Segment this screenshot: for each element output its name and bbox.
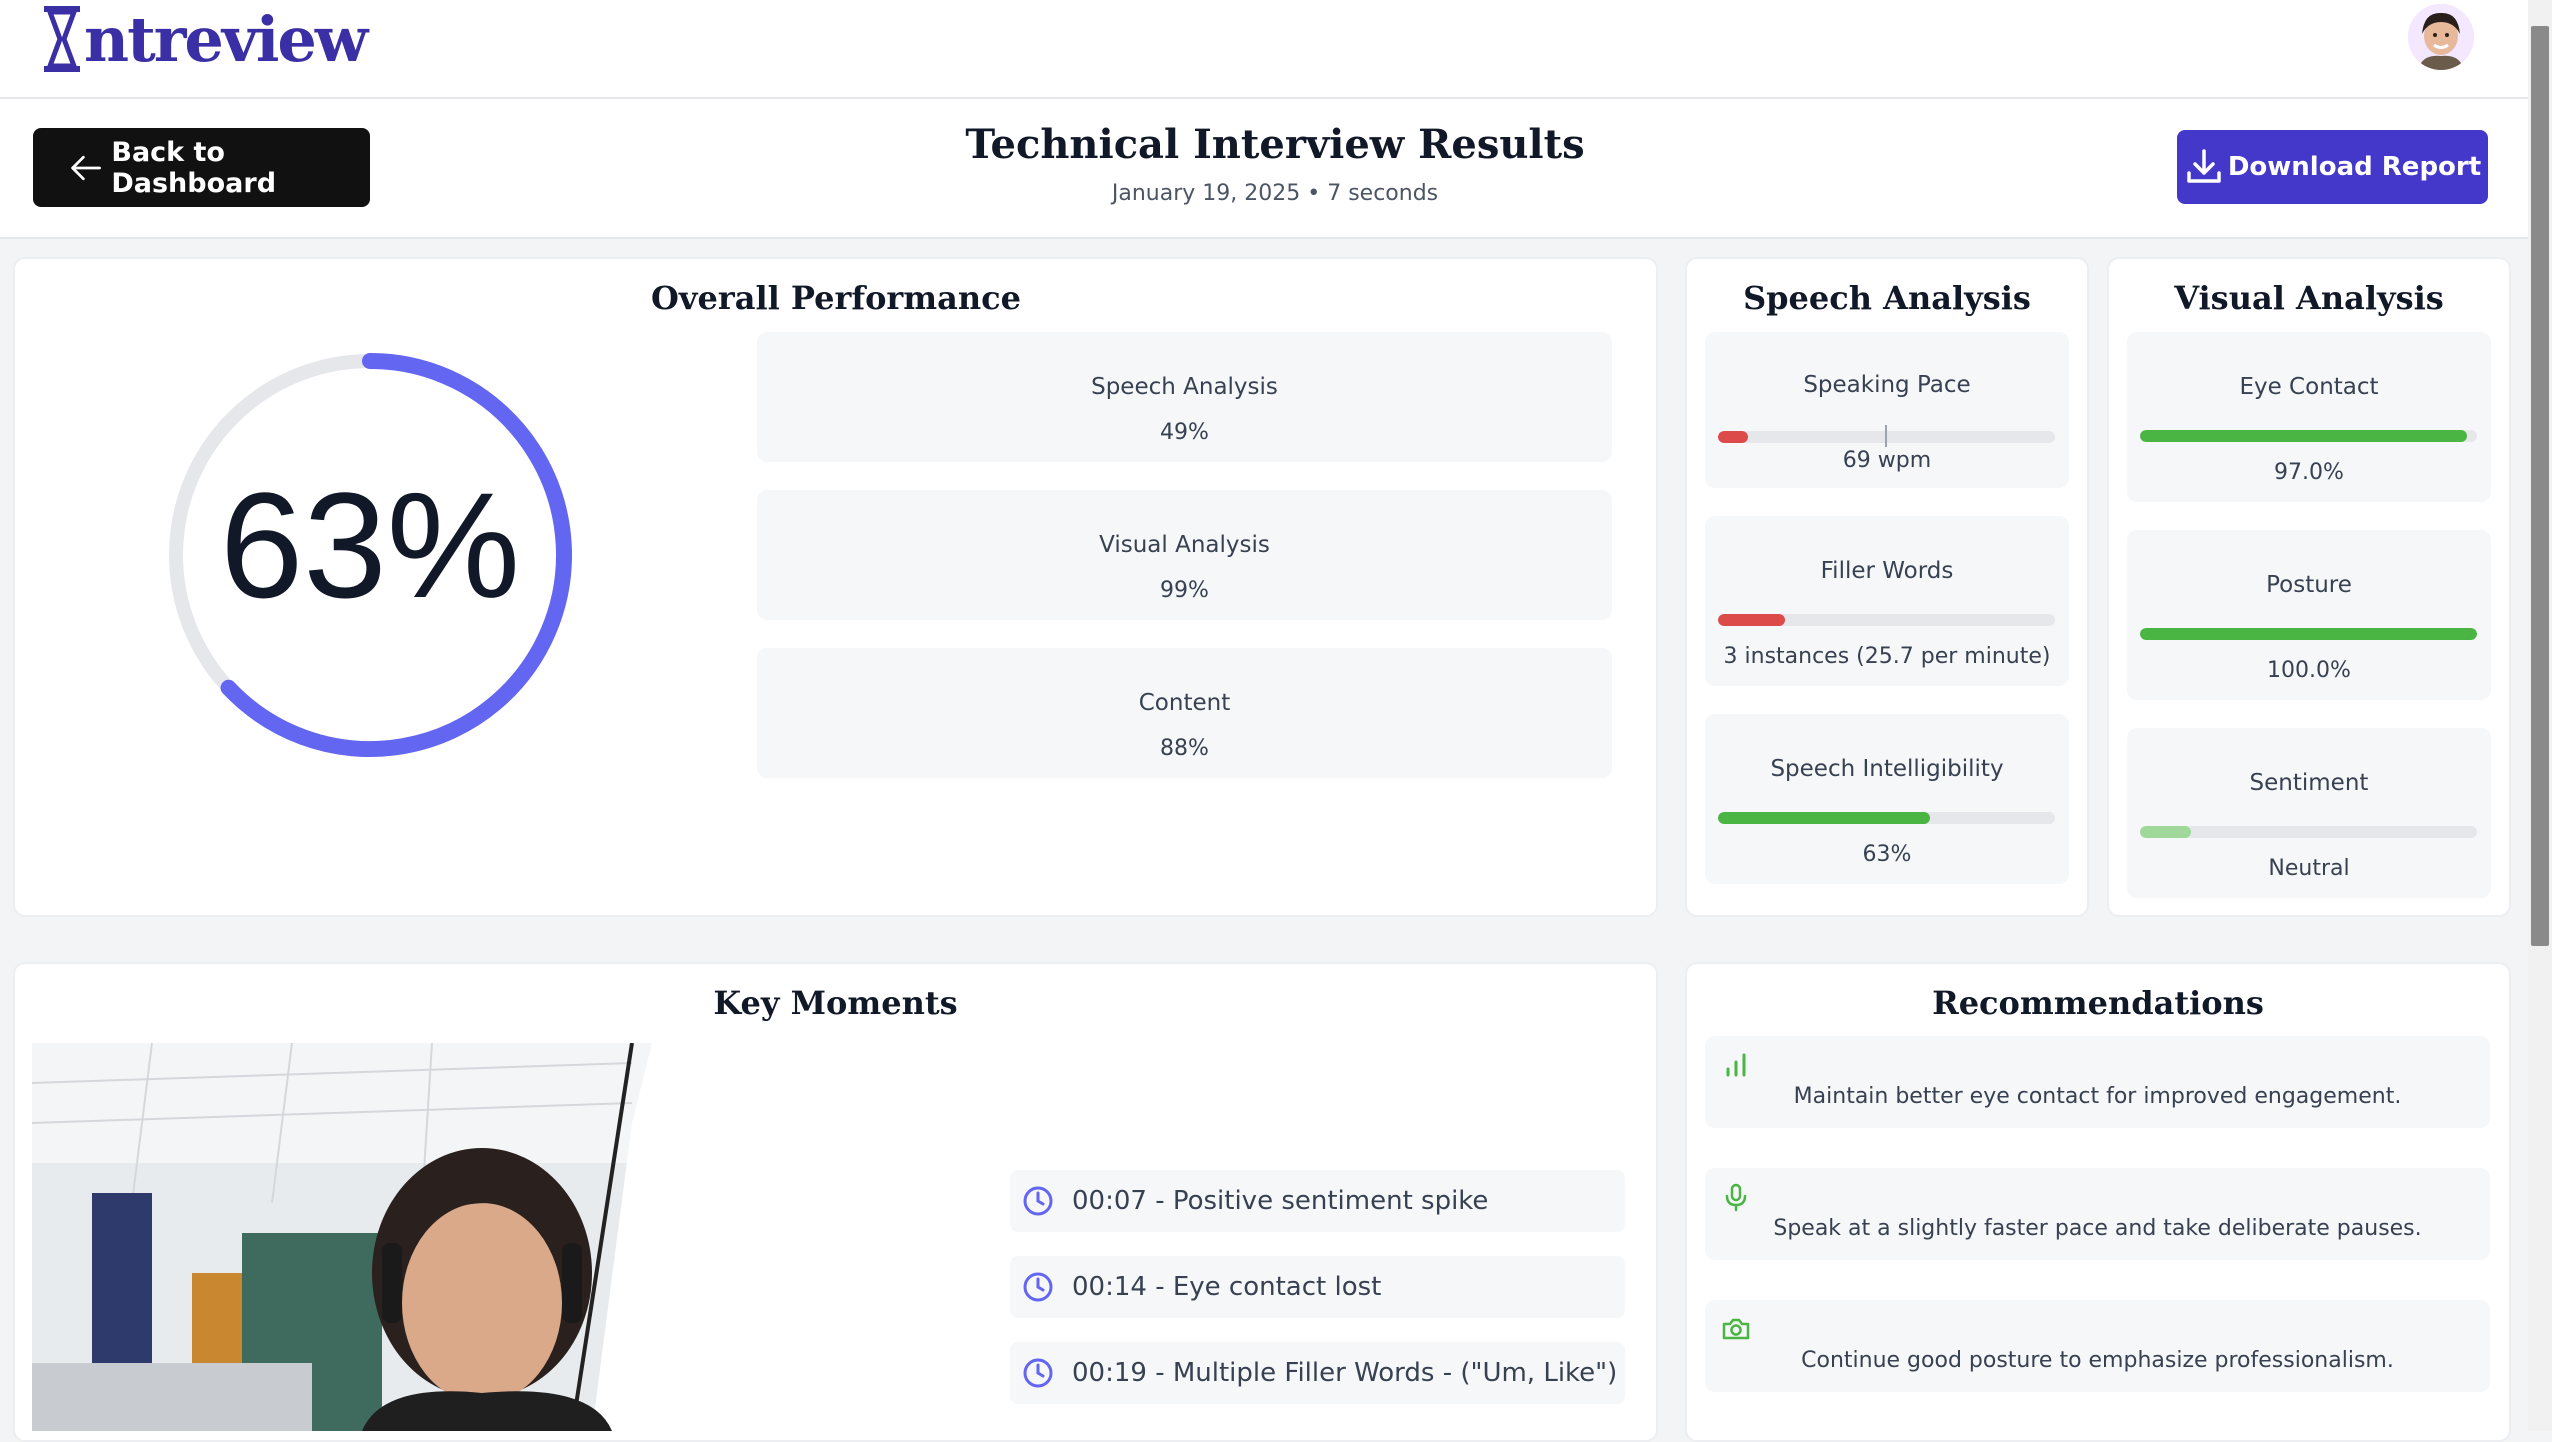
speaking-pace-bar-fill: [1718, 431, 1749, 443]
scrollbar-thumb[interactable]: [2531, 26, 2549, 946]
speech-intelligibility-label: Speech Intelligibility: [1770, 756, 2004, 782]
eye-contact-value: 97.0%: [2274, 460, 2344, 485]
recommendation-item: Continue good posture to emphasize profe…: [1705, 1300, 2490, 1392]
app-logo[interactable]: ntreview: [42, 0, 368, 78]
visual-analysis-title: Visual Analysis: [2174, 279, 2444, 317]
filler-words-bar-fill: [1718, 614, 1786, 626]
metric-label: Speech Analysis: [1091, 374, 1278, 400]
back-to-dashboard-button[interactable]: Back to Dashboard: [33, 128, 370, 207]
avatar-photo-icon: [2408, 4, 2474, 70]
back-button-label: Back to Dashboard: [111, 136, 277, 199]
sentiment-tile: Sentiment Neutral: [2127, 728, 2491, 898]
key-moment-item[interactable]: 00:14 - Eye contact lost: [1010, 1256, 1625, 1318]
interview-video-player[interactable]: [32, 1043, 915, 1431]
results-header: Back to Dashboard Technical Interview Re…: [0, 99, 2528, 239]
posture-bar-fill: [2140, 628, 2477, 640]
speaking-pace-tile: Speaking Pace 69 wpm: [1705, 332, 2069, 488]
eye-contact-label: Eye Contact: [2239, 374, 2379, 400]
recommendation-text: Continue good posture to emphasize profe…: [1801, 1348, 2394, 1373]
posture-value: 100.0%: [2267, 658, 2351, 683]
key-moment-text: 00:07 - Positive sentiment spike: [1072, 1186, 1489, 1216]
page-title: Technical Interview Results: [965, 121, 1585, 168]
overall-performance-title: Overall Performance: [651, 279, 1021, 317]
hourglass-logo-icon: [44, 6, 80, 72]
filler-words-label: Filler Words: [1820, 558, 1954, 584]
camera-icon: [1722, 1318, 1750, 1340]
speech-intelligibility-bar-fill: [1718, 812, 1931, 824]
recommendations-title: Recommendations: [1932, 984, 2264, 1022]
microphone-icon: [1725, 1183, 1747, 1212]
metric-speech-analysis: Speech Analysis 49%: [757, 332, 1612, 462]
key-moment-item[interactable]: 00:07 - Positive sentiment spike: [1010, 1170, 1625, 1232]
overall-score-value: 63%: [220, 461, 520, 629]
video-frame-icon: [32, 1043, 915, 1431]
eye-contact-bar-fill: [2140, 430, 2467, 442]
clock-icon: [1023, 1358, 1053, 1388]
sentiment-bar-fill: [2140, 826, 2191, 838]
sentiment-bar: [2140, 826, 2477, 838]
speech-intelligibility-tile: Speech Intelligibility 63%: [1705, 714, 2069, 884]
key-moment-item[interactable]: 00:19 - Multiple Filler Words - ("Um, Li…: [1010, 1342, 1625, 1404]
recommendation-item: Maintain better eye contact for improved…: [1705, 1036, 2490, 1128]
speech-intelligibility-bar: [1718, 812, 2055, 824]
top-nav: ntreview: [0, 0, 2528, 99]
speaking-pace-value: 69 wpm: [1842, 448, 1932, 473]
speaking-pace-label: Speaking Pace: [1803, 372, 1971, 398]
filler-words-value: 3 instances (25.7 per minute): [1723, 644, 2051, 669]
metric-label: Content: [1138, 690, 1231, 716]
eye-contact-bar: [2140, 430, 2477, 442]
pace-target-marker: [1885, 425, 1887, 447]
download-report-button[interactable]: Download Report: [2177, 130, 2488, 204]
recommendation-item: Speak at a slightly faster pace and take…: [1705, 1168, 2490, 1260]
metric-value: 99%: [1160, 578, 1209, 603]
clock-icon: [1023, 1272, 1053, 1302]
metric-label: Visual Analysis: [1099, 532, 1270, 558]
logo-text: ntreview: [84, 2, 368, 76]
sentiment-value: Neutral: [2268, 856, 2350, 881]
clock-icon: [1023, 1186, 1053, 1216]
download-icon: [2187, 149, 2221, 183]
posture-tile: Posture 100.0%: [2127, 530, 2491, 700]
posture-label: Posture: [2266, 572, 2352, 598]
bar-chart-icon: [1726, 1053, 1746, 1077]
recommendation-text: Maintain better eye contact for improved…: [1793, 1084, 2402, 1109]
key-moment-text: 00:14 - Eye contact lost: [1072, 1272, 1382, 1302]
download-button-label: Download Report: [2227, 152, 2482, 182]
metric-value: 49%: [1160, 420, 1209, 445]
sentiment-label: Sentiment: [2249, 770, 2369, 796]
posture-bar: [2140, 628, 2477, 640]
speech-analysis-title: Speech Analysis: [1743, 279, 2031, 317]
key-moment-text: 00:19 - Multiple Filler Words - ("Um, Li…: [1072, 1358, 1618, 1388]
metric-value: 88%: [1160, 736, 1209, 761]
filler-words-tile: Filler Words 3 instances (25.7 per minut…: [1705, 516, 2069, 686]
key-moments-title: Key Moments: [713, 984, 958, 1022]
score-progress-arc: [220, 353, 572, 757]
overall-score-ring: 63%: [169, 353, 572, 757]
eye-contact-tile: Eye Contact 97.0%: [2127, 332, 2491, 502]
speech-intelligibility-value: 63%: [1862, 842, 1912, 867]
metric-visual-analysis: Visual Analysis 99%: [757, 490, 1612, 620]
page-subtitle: January 19, 2025 • 7 seconds: [1111, 181, 1439, 206]
metric-content: Content 88%: [757, 648, 1612, 778]
recommendation-text: Speak at a slightly faster pace and take…: [1773, 1216, 2422, 1241]
arrow-left-icon: [71, 155, 101, 180]
user-avatar[interactable]: [2408, 4, 2474, 70]
filler-words-bar: [1718, 614, 2055, 626]
